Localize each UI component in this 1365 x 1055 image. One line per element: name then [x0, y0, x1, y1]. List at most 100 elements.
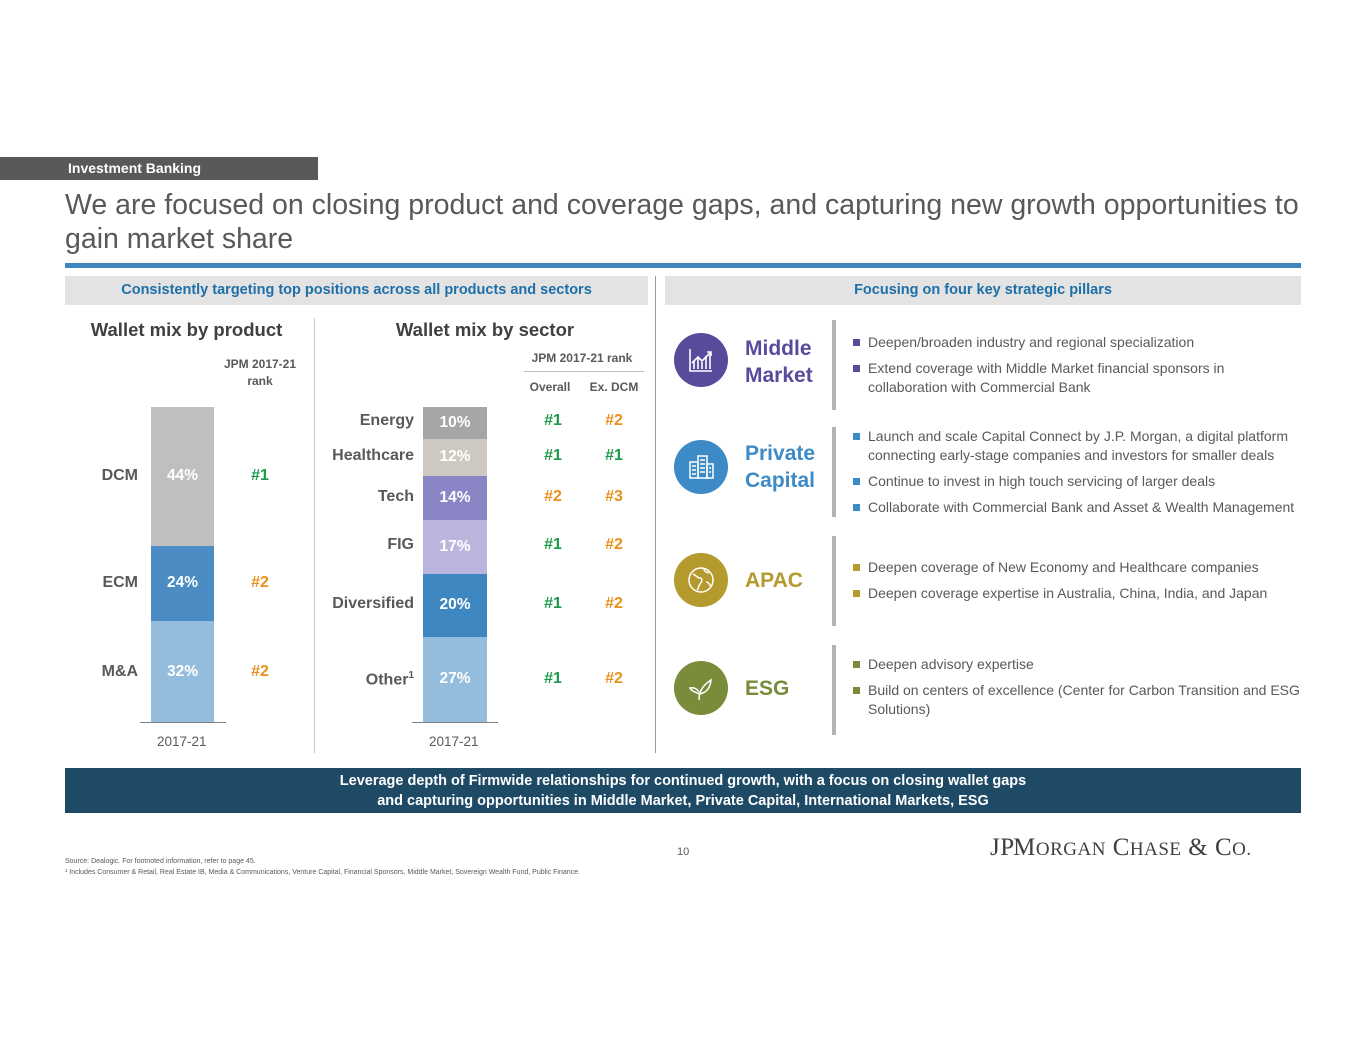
ex-dcm-rank: #2 [605, 595, 623, 613]
product-rank-header: JPM 2017-21 rank [223, 357, 297, 388]
overall-rank: #1 [544, 595, 562, 613]
overall-column-header: Overall [529, 380, 571, 394]
buildings-icon [686, 452, 716, 482]
footnote: ¹ Includes Consumer & Retail, Real Estat… [65, 869, 581, 876]
rank-header-rule [524, 371, 644, 372]
overall-rank: #1 [544, 447, 562, 465]
bullet-item: Extend coverage with Middle Market finan… [853, 359, 1303, 397]
ex-dcm-rank: #3 [605, 488, 623, 506]
ex-dcm-column-header: Ex. DCM [589, 380, 639, 394]
bullet-text: Collaborate with Commercial Bank and Ass… [868, 499, 1295, 515]
banner-line-2: and capturing opportunities in Middle Ma… [377, 793, 989, 809]
bullet-square [853, 687, 860, 694]
sector-rank-header: JPM 2017-21 rank [531, 351, 633, 365]
bullet-text: Deepen coverage of New Economy and Healt… [868, 559, 1259, 575]
panel-divider [655, 276, 656, 753]
overall-rank: #1 [544, 670, 562, 688]
ex-dcm-rank: #2 [605, 670, 623, 688]
bullet-item: Deepen coverage of New Economy and Healt… [853, 558, 1303, 577]
chart-growth-icon [686, 345, 716, 375]
overall-rank: #1 [544, 536, 562, 554]
category-label: Diversified [332, 595, 414, 613]
leaf-icon [686, 673, 716, 703]
bullet-text: Deepen coverage expertise in Australia, … [868, 585, 1268, 601]
pillar-name-apac: APAC [745, 567, 803, 594]
title-rule [65, 263, 1301, 268]
category-label: FIG [387, 536, 414, 554]
ex-dcm-rank: #2 [605, 411, 623, 429]
private-capital-icon-circle [674, 440, 728, 494]
bullet-text: Deepen/broaden industry and regional spe… [868, 334, 1195, 350]
bullet-item: Deepen/broaden industry and regional spe… [853, 333, 1303, 352]
banner-line-1: Leverage depth of Firmwide relationships… [339, 773, 1027, 789]
category-label: DCM [101, 467, 138, 485]
pillar-bullets-private-capital: Launch and scale Capital Connect by J.P.… [853, 427, 1303, 524]
bullet-square [853, 478, 860, 485]
globe-icon [686, 565, 716, 595]
pillar-name-middle-market: Middle Market [745, 335, 813, 389]
pillar-divider [832, 645, 836, 735]
bullet-square [853, 339, 860, 346]
pillar-bullets-apac: Deepen coverage of New Economy and Healt… [853, 558, 1303, 610]
ex-dcm-rank: #1 [605, 447, 623, 465]
bullet-item: Launch and scale Capital Connect by J.P.… [853, 427, 1303, 465]
sector-x-label: 2017-21 [429, 734, 479, 749]
middle-market-icon-circle [674, 333, 728, 387]
bar-segment-ma: 32% [151, 621, 214, 722]
bar-segment-fig: 17% [423, 520, 487, 574]
apac-icon-circle [674, 553, 728, 607]
page-title: We are focused on closing product and co… [65, 189, 1299, 255]
category-label: Energy [359, 411, 414, 429]
bullet-text: Extend coverage with Middle Market finan… [868, 360, 1225, 395]
pillar-divider [832, 536, 836, 626]
page-number: 10 [677, 846, 690, 858]
bullet-item: Deepen advisory expertise [853, 655, 1303, 674]
footnote-marker: 1 [408, 670, 414, 682]
jpmorgan-logo: JPMORGAN CHASE & CO. [990, 834, 1252, 861]
bullet-square [853, 504, 860, 511]
category-label: Healthcare [332, 447, 414, 465]
sector-x-axis [412, 722, 498, 723]
bullet-item: Collaborate with Commercial Bank and Ass… [853, 498, 1303, 517]
bullet-square [853, 590, 860, 597]
source-note: Source: Dealogic. For footnoted informat… [65, 858, 256, 865]
pillar-divider [832, 427, 836, 517]
overall-rank: #2 [544, 488, 562, 506]
bullet-text: Launch and scale Capital Connect by J.P.… [868, 428, 1288, 463]
bullet-square [853, 365, 860, 372]
category-label: M&A [101, 662, 138, 680]
product-chart-title: Wallet mix by product [90, 319, 283, 340]
bar-segment-other: 27% [423, 636, 487, 722]
pillar-name-esg: ESG [745, 675, 789, 702]
section-tag: Investment Banking [0, 157, 318, 180]
pillar-name-line: Market [745, 364, 813, 387]
sector-chart-title: Wallet mix by sector [395, 319, 575, 340]
bar-segment-energy: 10% [423, 407, 487, 439]
bar-segment-tech: 14% [423, 476, 487, 521]
rank-value: #2 [251, 662, 269, 680]
pillar-name-line: APAC [745, 569, 803, 592]
pillar-name-line: Private [745, 442, 816, 465]
bottom-banner: Leverage depth of Firmwide relationships… [65, 768, 1301, 813]
bullet-text: Continue to invest in high touch servici… [868, 473, 1216, 489]
bullet-item: Continue to invest in high touch servici… [853, 472, 1303, 491]
pillar-name-line: ESG [745, 677, 790, 700]
esg-icon-circle [674, 661, 728, 715]
pillar-bullets-middle-market: Deepen/broaden industry and regional spe… [853, 333, 1303, 404]
category-label: Tech [377, 488, 414, 506]
bullet-text: Deepen advisory expertise [868, 656, 1034, 672]
bar-segment-diversified: 20% [423, 573, 487, 637]
bullet-text: Build on centers of excellence (Center f… [868, 682, 1300, 717]
bar-segment-healthcare: 12% [423, 438, 487, 477]
pillar-name-line: Capital [745, 469, 816, 492]
chart-divider [314, 318, 315, 753]
bar-segment-ecm: 24% [151, 545, 214, 622]
rank-value: #1 [251, 467, 269, 485]
bullet-square [853, 433, 860, 440]
pillar-bullets-esg: Deepen advisory expertise Build on center… [853, 655, 1303, 726]
category-label: Other1 [365, 670, 414, 689]
bar-segment-dcm: 44% [151, 407, 214, 546]
left-panel-heading: Consistently targeting top positions acr… [65, 276, 648, 305]
rank-value: #2 [251, 574, 269, 592]
bullet-square [853, 661, 860, 668]
